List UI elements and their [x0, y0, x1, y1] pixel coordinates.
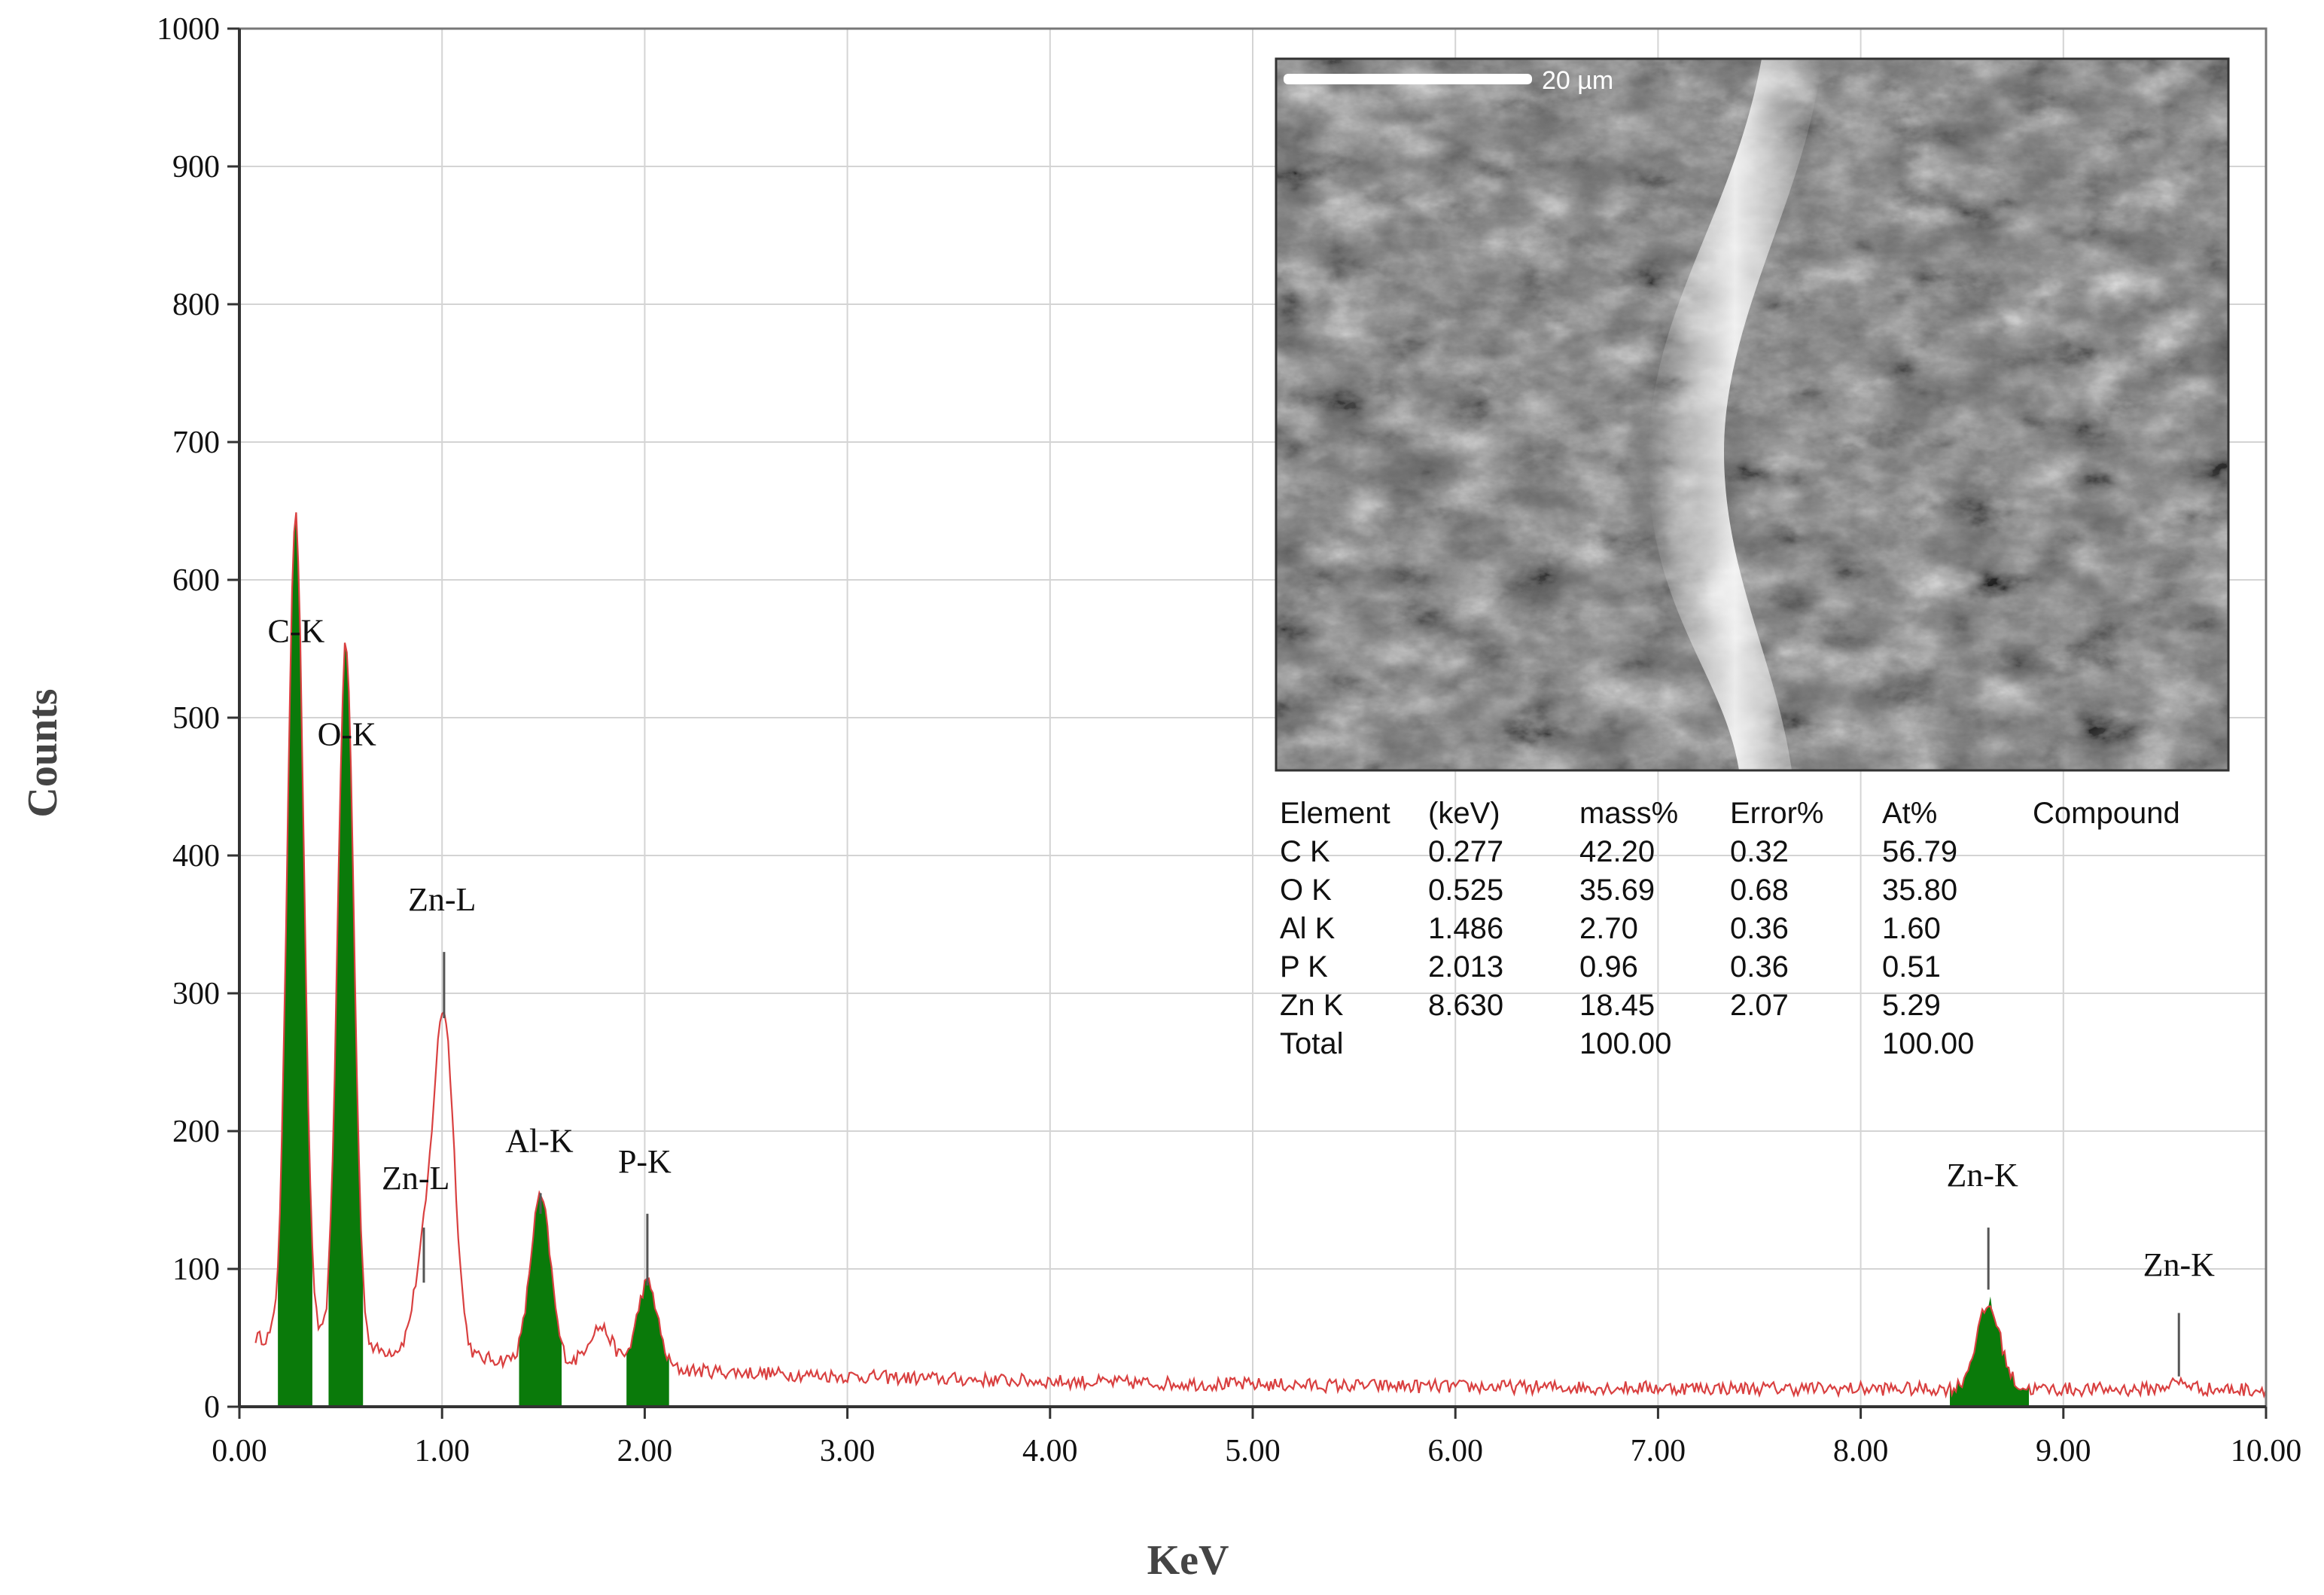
axes — [227, 27, 2268, 1419]
x-axis-title: KeV — [1147, 1537, 1229, 1584]
table-cell-1-2: 35.69 — [1579, 874, 1655, 907]
y-tick-label-9: 900 — [172, 150, 220, 185]
table-cell-0-1: 0.277 — [1428, 835, 1503, 868]
table-cell-3-1: 2.013 — [1428, 950, 1503, 984]
peak-label-6: Zn-K — [1946, 1157, 2018, 1194]
table-cell-3-3: 0.36 — [1730, 950, 1789, 984]
peak-fill-3 — [626, 1278, 669, 1407]
spectrum-line — [254, 512, 2268, 1399]
table-cell-2-1: 1.486 — [1428, 912, 1503, 945]
table-cell-4-3: 2.07 — [1730, 989, 1789, 1022]
table-header-4: At% — [1882, 797, 1937, 830]
tick-labels: 0.00 1.00 2.00 3.00 4.00 5.00 6.00 7.00 8.00 9.00… — [157, 12, 2301, 1468]
x-tick-label-5: 5.00 — [1225, 1434, 1281, 1468]
table-cell-0-0: C K — [1280, 835, 1330, 868]
table-cell-0-2: 42.20 — [1579, 835, 1655, 868]
table-cell-0-3: 0.32 — [1730, 835, 1789, 868]
table-cell-0-4: 56.79 — [1882, 835, 1957, 868]
table-cell-1-3: 0.68 — [1730, 874, 1789, 907]
table-cell-1-1: 0.525 — [1428, 874, 1503, 907]
sem-ridge — [1648, 59, 1822, 770]
x-tick-label-6: 6.00 — [1427, 1434, 1483, 1468]
table-cell-4-0: Zn K — [1280, 989, 1344, 1022]
table-cell-1-4: 35.80 — [1882, 874, 1957, 907]
x-tick-label-2: 2.00 — [617, 1434, 673, 1468]
table-cell-5-2: 100.00 — [1579, 1027, 1671, 1060]
table-cell-5-4: 100.00 — [1882, 1027, 1974, 1060]
table-cell-4-2: 18.45 — [1579, 989, 1655, 1022]
table-header-1: (keV) — [1428, 797, 1500, 830]
table-cell-2-4: 1.60 — [1882, 912, 1941, 945]
peak-label-5: P-K — [618, 1143, 672, 1180]
y-tick-label-1: 100 — [172, 1252, 220, 1287]
sem-micrograph: 20 µm — [1275, 57, 2230, 772]
x-tick-label-1: 1.00 — [414, 1434, 470, 1468]
table-cell-3-4: 0.51 — [1882, 950, 1941, 984]
peak-fill-2 — [519, 1192, 562, 1407]
y-tick-label-5: 500 — [172, 701, 220, 736]
table-header-2: mass% — [1579, 797, 1678, 830]
x-tick-label-0: 0.00 — [212, 1434, 267, 1468]
y-tick-label-2: 200 — [172, 1115, 220, 1149]
peak-label-4: Al-K — [505, 1122, 574, 1159]
table-cell-4-4: 5.29 — [1882, 989, 1941, 1022]
peak-fill-4 — [1950, 1296, 2030, 1407]
x-tick-label-10: 10.00 — [2231, 1434, 2302, 1468]
peak-label-7: Zn-K — [2143, 1246, 2216, 1283]
y-tick-label-8: 800 — [172, 288, 220, 322]
table-cell-2-0: Al K — [1280, 912, 1336, 945]
x-tick-label-7: 7.00 — [1631, 1434, 1686, 1468]
table-cell-3-0: P K — [1280, 950, 1328, 984]
table-header-3: Error% — [1730, 797, 1823, 830]
x-tick-label-4: 4.00 — [1022, 1434, 1078, 1468]
peak-markers — [422, 952, 2180, 1377]
peak-labels: C-K O-K Zn-L Zn-L Al-K P-K Zn-K Zn-K — [267, 612, 2215, 1283]
peak-label-3: Zn-L — [382, 1160, 449, 1197]
table-header-0: Element — [1280, 797, 1390, 830]
y-tick-label-3: 300 — [172, 977, 220, 1011]
table-cell-2-2: 2.70 — [1579, 912, 1638, 945]
x-tick-label-8: 8.00 — [1833, 1434, 1889, 1468]
y-tick-label-7: 700 — [172, 425, 220, 460]
table-header-5: Compound — [2033, 797, 2180, 830]
y-axis-title: Counts — [20, 688, 66, 817]
scale-bar-label: 20 µm — [1542, 66, 1613, 95]
peak-fill-0 — [278, 512, 312, 1407]
peak-label-0: C-K — [267, 612, 324, 649]
table-cell-2-3: 0.36 — [1730, 912, 1789, 945]
table-cell-4-1: 8.630 — [1428, 989, 1503, 1022]
x-tick-label-9: 9.00 — [2036, 1434, 2091, 1468]
composition-table: Element (keV) mass% Error% At% Compound C K 0.2… — [1280, 797, 2180, 1060]
table-cell-3-2: 0.96 — [1579, 950, 1638, 984]
table-cell-1-0: O K — [1280, 874, 1332, 907]
y-tick-label-10: 1000 — [157, 12, 220, 47]
y-tick-label-0: 0 — [204, 1390, 220, 1425]
peak-label-2: Zn-L — [408, 881, 476, 918]
y-tick-label-4: 400 — [172, 839, 220, 874]
y-tick-label-6: 600 — [172, 563, 220, 598]
scale-bar — [1284, 74, 1532, 84]
spectrum-layer — [254, 512, 2268, 1407]
x-tick-label-3: 3.00 — [820, 1434, 876, 1468]
table-cell-5-0: Total — [1280, 1027, 1344, 1060]
peak-label-1: O-K — [318, 716, 376, 753]
peak-fill-1 — [328, 642, 364, 1407]
